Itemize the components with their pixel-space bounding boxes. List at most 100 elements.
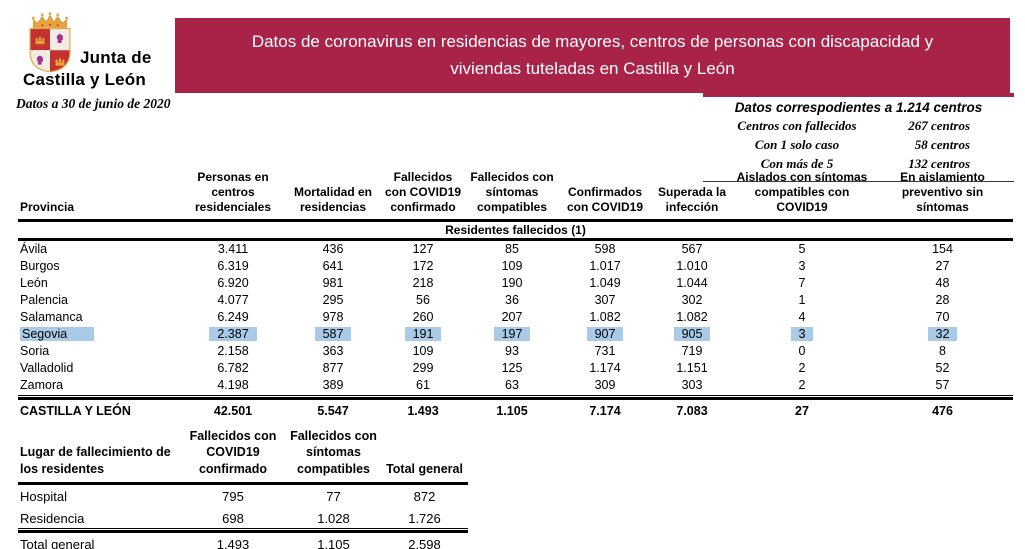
value-cell: 1.082 <box>676 310 708 325</box>
value-cell: 302 <box>681 293 703 308</box>
value-cell: 48 <box>935 276 950 291</box>
table-row: Zamora 4.198 389 61 63 309 303 2 57 <box>18 377 1013 397</box>
value-cell: 598 <box>594 242 616 257</box>
value-cell: 56 <box>416 293 430 308</box>
table-row: Hospital 795 77 872 <box>18 483 468 507</box>
place-total-cell: 1.105 <box>317 536 350 549</box>
value-cell: 2 <box>798 361 806 376</box>
province-cell: Ávila <box>20 242 48 257</box>
province-cell: León <box>20 276 48 291</box>
total-cell: 1.105 <box>496 404 528 419</box>
value-cell: 436 <box>322 242 344 257</box>
highlighted-value: 197 <box>493 327 531 342</box>
column-header-lugar: Lugar de fallecimiento de los residentes <box>18 426 180 485</box>
province-cell: Segovia <box>18 326 180 343</box>
value-cell: 3 <box>732 326 872 343</box>
highlighted-value: 905 <box>673 327 711 342</box>
value-cell: 299 <box>412 361 434 376</box>
value-cell: 587 <box>286 326 380 343</box>
total-cell: 42.501 <box>213 404 253 419</box>
value-cell: 36 <box>505 293 519 308</box>
column-header-total-general: Total general <box>381 426 468 485</box>
value-cell: 28 <box>935 293 950 308</box>
total-cell: 7.083 <box>676 404 708 419</box>
value-cell: 52 <box>935 361 950 376</box>
highlighted-value: 32 <box>927 327 958 342</box>
highlighted-value: Segovia <box>20 327 95 342</box>
province-cell: Valladolid <box>20 361 74 376</box>
value-cell: 1.151 <box>676 361 708 376</box>
value-cell: 61 <box>380 377 466 397</box>
value-cell: 70 <box>935 310 950 325</box>
table-row: Valladolid 6.782 877 299 125 1.174 1.151 2 52 <box>18 360 1013 377</box>
value-cell: 981 <box>322 276 344 291</box>
total-cell: 1.493 <box>407 404 439 419</box>
info-row: Con 1 solo caso 58 centros <box>707 136 1010 155</box>
logo-text-line1: Junta de <box>80 48 152 67</box>
value-cell: 260 <box>412 310 434 325</box>
place-cell: Residencia <box>18 506 180 529</box>
total-row: CASTILLA Y LEÓN 42.501 5.547 1.493 1.105… <box>18 399 1013 424</box>
value-cell: 6.319 <box>217 259 249 274</box>
main-table: Provincia Personas en centros residencia… <box>18 168 1013 423</box>
total-cell: 7.174 <box>589 404 621 419</box>
value-cell: 1.174 <box>589 361 621 376</box>
column-header-aislamiento-preventivo: En aislamiento preventivo sin síntomas <box>872 168 1013 222</box>
value-cell: 698 <box>180 506 286 529</box>
column-header-personas: Personas en centros residenciales <box>180 168 286 222</box>
province-cell: Palencia <box>20 293 68 308</box>
value-cell: 2 <box>732 377 872 397</box>
value-cell: 127 <box>412 242 434 257</box>
table-row: Salamanca 6.249 978 260 207 1.082 1.082 4 70 <box>18 309 1013 326</box>
value-cell: 57 <box>872 377 1013 397</box>
value-cell: 2.158 <box>217 344 249 359</box>
value-cell: 4.198 <box>180 377 286 397</box>
place-total-cell: 2.598 <box>408 536 441 549</box>
value-cell: 872 <box>413 488 436 504</box>
value-cell: 7 <box>798 276 806 291</box>
table-row: León 6.920 981 218 190 1.049 1.044 7 48 <box>18 275 1013 292</box>
column-header-superada: Superada la infección <box>652 168 732 222</box>
info-row-label: Con más de 5 <box>760 155 834 171</box>
table-row: Segovia 2.387 587 191 197 907 905 3 32 <box>18 326 1013 343</box>
value-cell: 795 <box>222 488 244 504</box>
info-row-value: 132 centros <box>908 155 970 171</box>
value-cell: 719 <box>681 344 703 359</box>
table-row: Residencia 698 1.028 1.726 <box>18 506 468 529</box>
info-row-value: 58 centros <box>914 136 970 152</box>
highlighted-value: 587 <box>314 327 352 342</box>
highlighted-value: 2.387 <box>209 327 257 342</box>
value-cell: 191 <box>380 326 466 343</box>
value-cell: 5 <box>798 242 806 257</box>
column-header-provincia: Provincia <box>18 168 180 222</box>
value-cell: 363 <box>322 344 344 359</box>
value-cell: 877 <box>322 361 344 376</box>
table-row: Palencia 4.077 295 56 36 307 302 1 28 <box>18 292 1013 309</box>
value-cell: 309 <box>558 377 652 397</box>
value-cell: 218 <box>412 276 434 291</box>
value-cell: 125 <box>501 361 523 376</box>
value-cell: 295 <box>322 293 344 308</box>
value-cell: 27 <box>935 259 950 274</box>
value-cell: 109 <box>412 344 434 359</box>
value-cell: 389 <box>286 377 380 397</box>
place-table: Lugar de fallecimiento de los residentes… <box>18 426 468 549</box>
value-cell: 641 <box>322 259 344 274</box>
crown-icon <box>31 12 69 28</box>
province-cell: Salamanca <box>20 310 83 325</box>
highlighted-value: 191 <box>404 327 442 342</box>
total-cell: 5.547 <box>317 404 349 419</box>
info-box-title: Datos correspodientes a 1.214 centros <box>734 100 983 115</box>
banner: Datos de coronavirus en residencias de m… <box>175 18 1010 93</box>
info-row-value: 267 centros <box>908 118 970 133</box>
value-cell: 109 <box>501 259 523 274</box>
value-cell: 1.044 <box>676 276 708 291</box>
logo: Junta de Castilla y León <box>22 12 182 90</box>
value-cell: 1.010 <box>676 259 708 274</box>
total-cell: 27 <box>795 404 809 419</box>
value-cell: 6.920 <box>217 276 249 291</box>
province-cell: Zamora <box>18 377 180 397</box>
coat-of-arms-icon <box>29 12 71 73</box>
column-header-fallecidos-sintomas: Fallecidos con síntomas compatibles <box>466 168 558 222</box>
